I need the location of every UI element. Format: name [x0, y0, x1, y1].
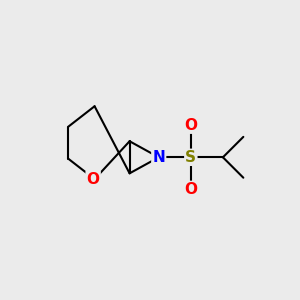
Text: N: N: [152, 150, 165, 165]
Text: O: O: [184, 182, 197, 197]
Text: S: S: [185, 150, 196, 165]
Text: O: O: [184, 118, 197, 133]
Text: O: O: [87, 172, 100, 187]
